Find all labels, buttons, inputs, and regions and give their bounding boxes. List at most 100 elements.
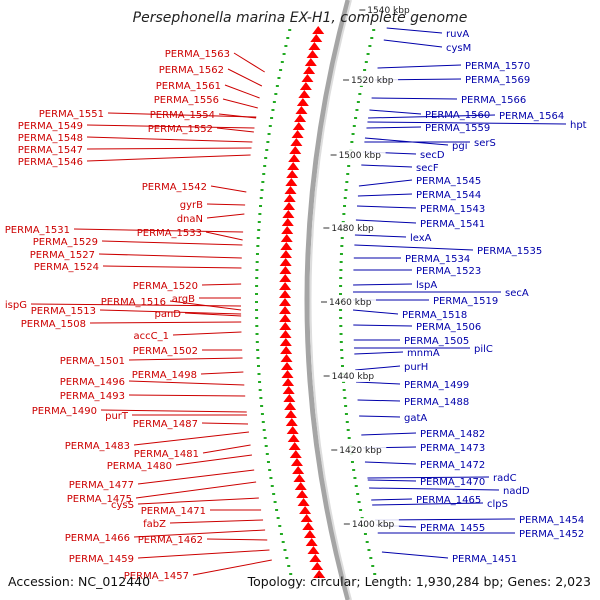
gc-tick	[340, 357, 344, 359]
gc-tick	[275, 85, 279, 87]
gene-label-right: PERMA_1541	[420, 219, 485, 230]
connector-right	[367, 476, 490, 479]
gc-tick	[355, 109, 359, 111]
gene-label-left: PERMA_1481	[134, 449, 199, 460]
gc-tick	[354, 117, 358, 119]
gene-label-right: PERMA_1452	[519, 529, 584, 540]
forward-gene-arrow	[279, 274, 292, 282]
gc-tick	[347, 437, 351, 439]
connector-right	[356, 381, 401, 385]
gc-tick	[261, 421, 265, 423]
gc-tick	[260, 413, 264, 415]
forward-gene-arrow	[279, 306, 292, 314]
forward-gene-arrow	[279, 322, 292, 330]
gene-label-right: PERMA_1543	[420, 204, 485, 215]
gc-tick	[356, 101, 360, 103]
forward-gene-arrow	[280, 354, 293, 362]
gene-label-left: PERMA_1542	[142, 182, 207, 193]
gene-label-right: PERMA_1519	[433, 296, 498, 307]
scale-label: 1400 kbp	[352, 520, 395, 530]
connector-left	[100, 409, 247, 413]
gc-tick	[352, 125, 356, 127]
connector-left	[133, 529, 266, 538]
gc-tick	[368, 45, 372, 47]
connector-left	[206, 203, 246, 206]
forward-gene-arrow	[310, 34, 323, 42]
connector-right	[357, 399, 401, 402]
gene-label-left: PERMA_1529	[33, 237, 98, 248]
connector-left	[205, 231, 243, 241]
connector-left	[200, 371, 244, 375]
scale-label-bg	[337, 149, 386, 161]
connector-left	[86, 136, 253, 143]
forward-gene-arrow	[283, 202, 296, 210]
connector-right	[354, 351, 404, 355]
connector-left	[169, 300, 242, 311]
scale-label-bg	[338, 444, 387, 456]
gc-tick	[339, 317, 343, 319]
connector-left	[192, 559, 272, 576]
gc-tick	[258, 213, 262, 215]
connector-left	[172, 331, 242, 336]
forward-gene-arrow	[290, 458, 303, 466]
gc-tick	[255, 269, 259, 271]
gc-tick	[263, 165, 267, 167]
gene-features	[255, 26, 377, 578]
gene-label-right: PERMA_1499	[404, 380, 469, 391]
gene-label-right: PERMA_1535	[477, 246, 542, 257]
gc-tick	[363, 69, 367, 71]
gene-label-left: PERMA_1513	[31, 306, 96, 317]
gc-tick	[286, 37, 290, 39]
connector-left	[86, 147, 252, 150]
connector-right	[369, 487, 500, 491]
gc-tick	[259, 197, 263, 199]
gc-tick	[270, 117, 274, 119]
gc-tick	[258, 381, 262, 383]
connector-left	[101, 240, 243, 246]
gene-label-left: PERMA_1563	[165, 49, 230, 60]
gc-tick	[340, 349, 344, 351]
connector-left	[128, 357, 243, 361]
gc-tick	[255, 325, 259, 327]
forward-gene-arrow	[280, 242, 293, 250]
genome-backbone	[304, 0, 351, 600]
gene-label-left: PERMA_1483	[65, 441, 130, 452]
connector-left	[222, 98, 258, 109]
gc-tick	[255, 253, 259, 255]
gene-label-right: PERMA_1454	[519, 515, 584, 526]
connector-left	[227, 68, 263, 87]
connector-left	[137, 469, 255, 485]
gene-label-left: gyrB	[180, 200, 203, 211]
gene-label-left: PERMA_1561	[156, 81, 221, 92]
gc-tick	[260, 189, 264, 191]
gc-tick	[340, 365, 344, 367]
forward-gene-arrow	[313, 570, 326, 578]
connector-right	[371, 97, 458, 100]
forward-gene-arrow	[300, 514, 313, 522]
scale-label: 1460 kbp	[329, 298, 372, 308]
connector-left	[169, 519, 264, 524]
forward-gene-arrow	[280, 362, 293, 370]
gc-tick	[354, 485, 358, 487]
connector-right	[357, 193, 413, 197]
gene-label-right: PERMA_1534	[405, 254, 470, 265]
forward-gene-arrow	[284, 410, 297, 418]
connector-left	[218, 113, 257, 119]
scale-label-bg	[328, 296, 377, 308]
gc-tick	[255, 309, 259, 311]
gene-label-right: purH	[404, 362, 428, 373]
forward-gene-arrow	[279, 314, 292, 322]
gc-tick	[272, 493, 276, 495]
gc-tick	[366, 53, 370, 55]
gene-label-right: PERMA_1544	[416, 190, 481, 201]
connector-right	[357, 205, 417, 209]
gene-label-right: PERMA_1545	[416, 176, 481, 187]
forward-gene-arrow	[279, 338, 292, 346]
forward-gene-arrow	[296, 98, 309, 106]
gc-tick	[283, 549, 287, 551]
forward-gene-arrow	[311, 562, 324, 570]
gc-tick	[263, 437, 267, 439]
gene-label-right: clpS	[487, 499, 508, 510]
connector-left	[107, 112, 257, 118]
connector-left	[137, 497, 259, 505]
